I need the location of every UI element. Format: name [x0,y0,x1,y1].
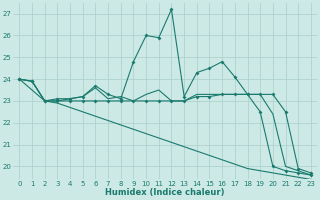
X-axis label: Humidex (Indice chaleur): Humidex (Indice chaleur) [105,188,225,197]
